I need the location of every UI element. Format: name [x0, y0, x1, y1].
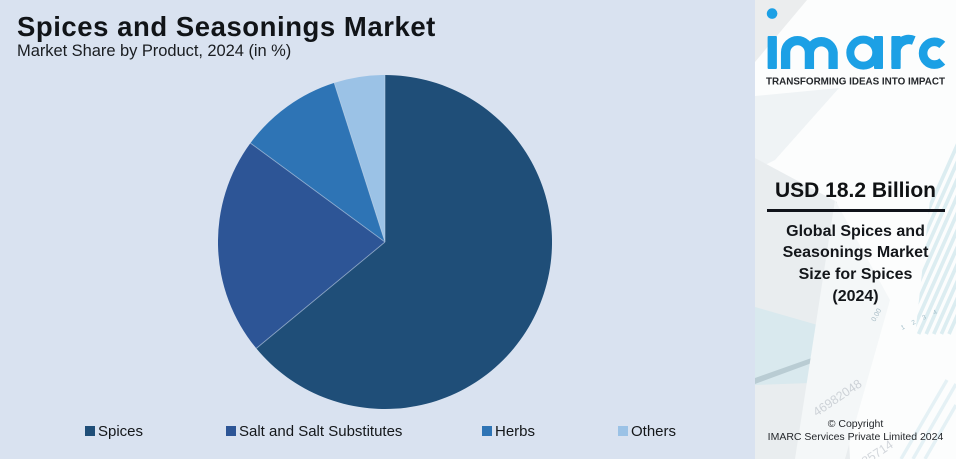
svg-text:TRANSFORMING IDEAS INTO IMPACT: TRANSFORMING IDEAS INTO IMPACT	[766, 76, 946, 87]
